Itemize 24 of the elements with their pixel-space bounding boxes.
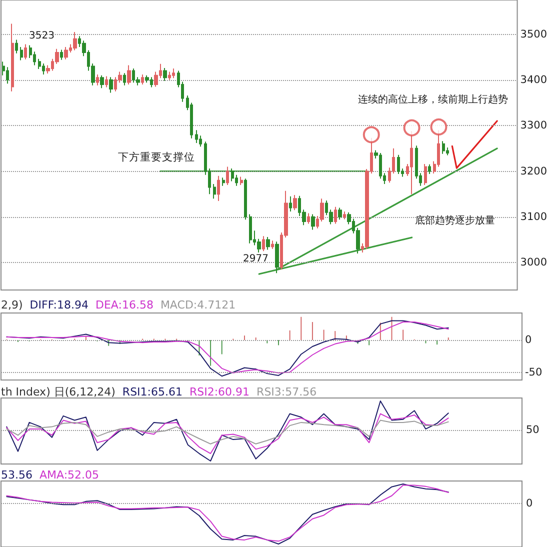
chart-title: 2,9)	[1, 298, 23, 312]
text: 50	[526, 424, 540, 436]
text: DEA:16.58	[95, 298, 154, 312]
series-label: 53.56	[1, 468, 32, 482]
y-tick-label: 3000	[520, 256, 548, 269]
text: RSI3:57.56	[256, 386, 317, 398]
annotation: 连续的高位上移，续前期上行趋势	[358, 94, 508, 106]
text: MACD:4.7121	[160, 298, 236, 312]
series-label: RSI1:65.61	[122, 386, 182, 398]
annotation: 3523	[29, 30, 54, 42]
y-tick-label: 3100	[520, 210, 548, 223]
annotation: 底部趋势逐步放量	[415, 214, 495, 226]
y-tick-label: 0	[525, 334, 532, 346]
text: DIFF:18.94	[30, 298, 89, 312]
annotation: 2977	[243, 254, 268, 264]
series-label: AMA:52.05	[39, 468, 100, 482]
y-tick-label: 3300	[520, 120, 548, 132]
y-tick-label: -50	[525, 366, 542, 378]
annotation: 下方重要支撑位	[118, 150, 195, 164]
y-tick-label: 3400	[520, 74, 548, 86]
text: RSI2:60.91	[189, 386, 250, 398]
chart-title: th Index) 日(6,12,24)	[1, 386, 116, 398]
y-tick-label: 3500	[520, 28, 548, 40]
y-tick-label: 3200	[520, 165, 548, 178]
